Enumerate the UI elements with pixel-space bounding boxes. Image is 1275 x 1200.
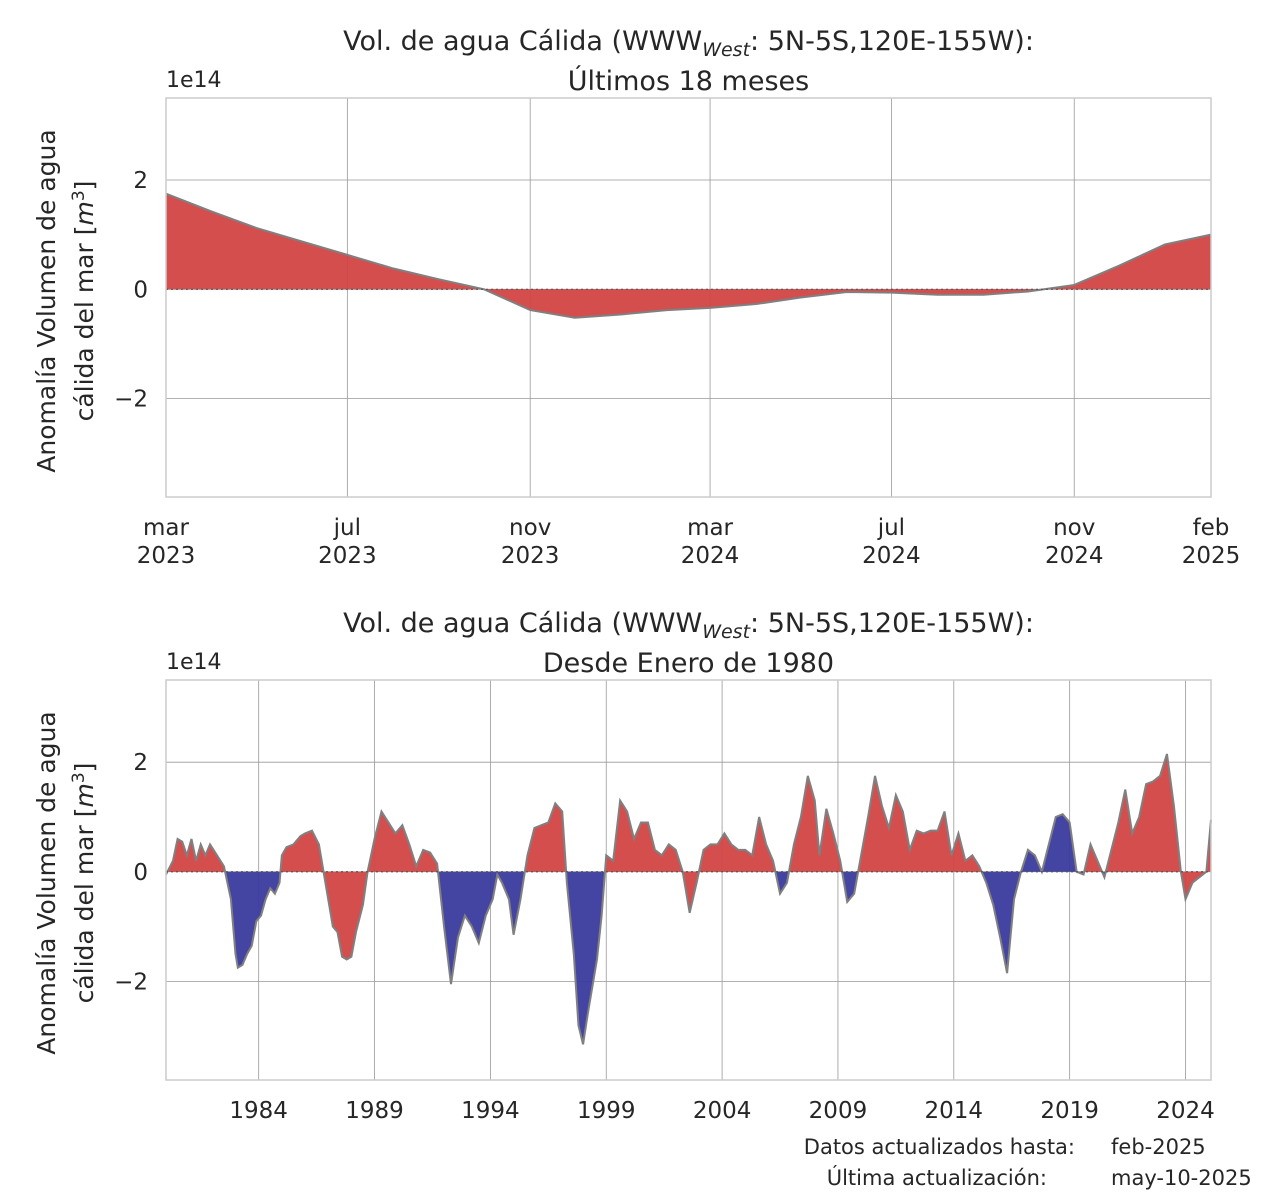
x-tick-label: 1999 bbox=[577, 1098, 636, 1124]
y-tick-label: −2 bbox=[114, 969, 148, 995]
y-tick-label: 0 bbox=[133, 277, 148, 303]
x-tick-label: 1984 bbox=[229, 1098, 288, 1124]
chart-svg-recent: 20−2mar2023jul2023nov2023mar2024jul2024n… bbox=[114, 97, 1241, 569]
x-tick-label: 2019 bbox=[1040, 1098, 1099, 1124]
x-tick-label: 2024 bbox=[1045, 543, 1104, 569]
x-tick-label: 2014 bbox=[925, 1098, 984, 1124]
positive-anomaly-area bbox=[788, 775, 843, 872]
x-tick-label: feb bbox=[1193, 515, 1230, 541]
x-tick-label: nov bbox=[509, 515, 551, 541]
footer-last-value: may-10-2025 bbox=[1111, 1166, 1252, 1190]
x-tick-label: jul bbox=[333, 515, 361, 541]
x-tick-label: 1989 bbox=[345, 1098, 404, 1124]
y-tick-label: 0 bbox=[133, 860, 148, 886]
negative-anomaly-area bbox=[775, 871, 789, 894]
plot-frame bbox=[165, 679, 1212, 1081]
y-offset-label: 1e14 bbox=[166, 650, 222, 675]
chart-title-recent: Vol. de agua Cálida (WWWWest: 5N-5S,120E… bbox=[166, 26, 1211, 98]
title-subscript: West bbox=[702, 621, 751, 643]
positive-anomaly-area bbox=[1084, 844, 1103, 872]
chart-svg-historical: 2 0 −2 1984 1989 1994 1999 2004 2009 2014 2019 2024 bbox=[114, 679, 1215, 1124]
positive-anomaly-area bbox=[858, 775, 982, 872]
positive-anomaly-area bbox=[698, 816, 776, 872]
x-tick-label: 2024 bbox=[862, 543, 921, 569]
x-tick-label: 2004 bbox=[693, 1098, 752, 1124]
negative-anomaly-area bbox=[438, 871, 525, 985]
footer-updated-label: Datos actualizados hasta: bbox=[803, 1135, 1075, 1159]
positive-anomaly-area bbox=[280, 811, 439, 960]
x-tick-label: nov bbox=[1053, 515, 1095, 541]
title-subscript: West bbox=[702, 39, 751, 61]
footer-updated-value: feb-2025 bbox=[1111, 1135, 1206, 1159]
title-suffix: : 5N-5S,120E-155W): bbox=[750, 608, 1034, 639]
chart-panel-historical: Vol. de agua Cálida (WWWWest: 5N-5S,120E… bbox=[0, 580, 1275, 1140]
x-tick-label: 1994 bbox=[461, 1098, 520, 1124]
series-line bbox=[165, 753, 1212, 1045]
chart-panel-recent: Vol. de agua Cálida (WWWWest: 5N-5S,120E… bbox=[0, 0, 1275, 580]
x-tick-label: 2009 bbox=[809, 1098, 868, 1124]
negative-anomaly-area bbox=[566, 871, 605, 1045]
series-line bbox=[165, 192, 1212, 319]
positive-anomaly-area bbox=[1105, 753, 1211, 900]
chart-title-historical: Vol. de agua Cálida (WWWWest: 5N-5S,120E… bbox=[166, 608, 1211, 680]
title-prefix: Vol. de agua Cálida (WWW bbox=[343, 608, 703, 639]
negative-anomaly-area bbox=[981, 814, 1085, 974]
x-tick-label: 2023 bbox=[501, 543, 560, 569]
x-tick-label: 2024 bbox=[681, 543, 740, 569]
x-tick-label: mar bbox=[687, 515, 733, 541]
y-tick-label: 2 bbox=[133, 750, 148, 776]
positive-anomaly-area bbox=[604, 800, 699, 913]
title-suffix: : 5N-5S,120E-155W): bbox=[750, 26, 1034, 57]
y-tick-label: −2 bbox=[114, 387, 148, 413]
y-tick-label: 2 bbox=[133, 168, 148, 194]
x-tick-label: 2023 bbox=[137, 543, 196, 569]
x-tick-label: mar bbox=[143, 515, 189, 541]
title-line2: Desde Enero de 1980 bbox=[542, 648, 835, 679]
plot-frame bbox=[165, 97, 1212, 498]
title-line2: Últimos 18 meses bbox=[567, 66, 810, 97]
title-prefix: Vol. de agua Cálida (WWW bbox=[343, 26, 703, 57]
x-tick-label: 2023 bbox=[318, 543, 377, 569]
footer-last-label: Última actualización: bbox=[826, 1166, 1047, 1190]
x-tick-label: 2025 bbox=[1182, 543, 1241, 569]
positive-anomaly-area bbox=[524, 803, 567, 872]
positive-anomaly-area bbox=[166, 193, 1044, 318]
x-tick-label: 2024 bbox=[1156, 1098, 1215, 1124]
y-offset-label: 1e14 bbox=[166, 68, 222, 93]
x-tick-label: jul bbox=[877, 515, 905, 541]
